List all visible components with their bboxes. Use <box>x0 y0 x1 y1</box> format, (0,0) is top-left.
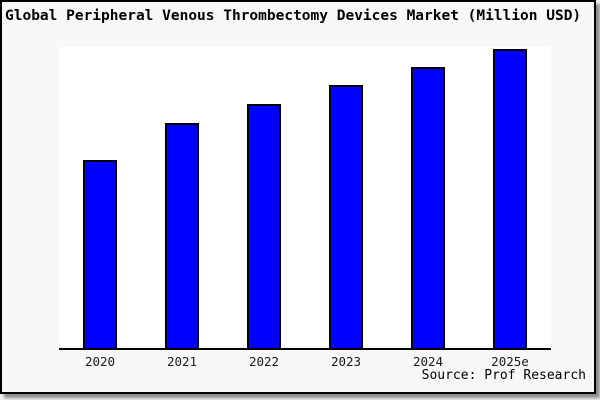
chart-title: Global Peripheral Venous Thrombectomy De… <box>5 8 582 24</box>
source-credit: Source: Prof Research <box>421 368 586 383</box>
x-tick-label-2024: 2024 <box>412 354 444 369</box>
bar-2025e <box>493 49 527 348</box>
x-tick-label-2022: 2022 <box>248 354 280 369</box>
bar-2023 <box>329 85 363 348</box>
x-tick-label-2021: 2021 <box>166 354 198 369</box>
bar-2020 <box>83 160 117 348</box>
bar-2021 <box>165 123 199 348</box>
x-tick-label-2023: 2023 <box>330 354 362 369</box>
x-axis: 2020 2021 2022 2023 2024 2025e <box>59 354 551 370</box>
x-tick-label-2020: 2020 <box>84 354 116 369</box>
bar-2024 <box>411 67 445 348</box>
plot-area <box>59 47 551 350</box>
chart-container: Global Peripheral Venous Thrombectomy De… <box>0 0 596 394</box>
bar-2022 <box>247 104 281 348</box>
x-tick-label-2025e: 2025e <box>491 354 529 369</box>
